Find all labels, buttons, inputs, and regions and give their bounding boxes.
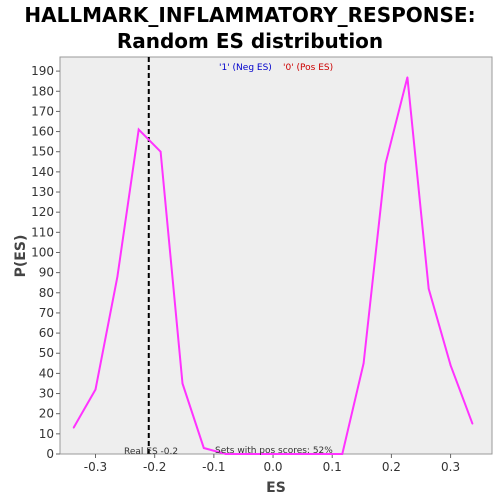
chart-title: HALLMARK_INFLAMMATORY_RESPONSE: Random E…	[0, 2, 500, 54]
x-tick-label: 0.2	[382, 460, 401, 474]
y-tick-label: 90	[39, 266, 54, 280]
series-point	[341, 453, 344, 455]
y-tick-label: 100	[31, 245, 54, 259]
series-point	[224, 453, 227, 455]
series-point	[319, 453, 322, 455]
y-tick-label: 190	[31, 64, 54, 78]
y-tick-label: 150	[31, 145, 54, 159]
legend-pos-es: '0' (Pos ES)	[283, 63, 333, 73]
series-point	[159, 150, 162, 153]
y-tick-label: 70	[39, 306, 54, 320]
x-tick-label: -0.3	[84, 460, 107, 474]
y-tick-label: 130	[31, 185, 54, 199]
series-point	[137, 128, 140, 131]
y-tick-label: 50	[39, 346, 54, 360]
series-point	[94, 388, 97, 391]
x-axis: -0.3 -0.2 -0.1 0.0 0.1 0.2 0.3	[84, 454, 460, 474]
series-point	[362, 362, 365, 365]
series-point	[471, 422, 474, 425]
chart-title-line1: HALLMARK_INFLAMMATORY_RESPONSE:	[24, 3, 476, 27]
y-tick-label: 10	[39, 427, 54, 441]
plot-area	[59, 56, 493, 455]
series-point	[384, 163, 387, 165]
x-tick-label: 0.3	[441, 460, 460, 474]
y-tick-label: 170	[31, 104, 54, 118]
y-axis: 0 10 20 30 40 50 60 70 80 90 100 110 120 130 140 150 160…	[31, 64, 60, 461]
pos-scores-label: Sets with pos scores: 52%	[215, 446, 333, 456]
y-tick-label: 30	[39, 387, 54, 401]
x-tick-label: 0.1	[323, 460, 342, 474]
series-point	[116, 275, 119, 278]
y-tick-label: 160	[31, 125, 54, 139]
y-tick-label: 60	[39, 326, 54, 340]
series-point	[181, 382, 184, 385]
series-point	[272, 453, 274, 455]
y-tick-label: 110	[31, 225, 54, 239]
chart-title-line2: Random ES distribution	[116, 29, 384, 53]
x-tick-label: -0.2	[143, 460, 166, 474]
series-points	[72, 76, 474, 455]
series-point	[406, 76, 409, 78]
y-tick-label: 0	[46, 447, 54, 461]
x-axis-title: ES	[266, 480, 286, 496]
x-tick-label: 0.0	[263, 460, 282, 474]
legend-neg-es: '1' (Neg ES)	[219, 63, 272, 73]
series-point	[427, 287, 430, 290]
y-tick-label: 80	[39, 286, 54, 300]
series-point	[449, 364, 452, 367]
series-point	[203, 447, 205, 449]
y-tick-label: 40	[39, 366, 54, 380]
y-tick-label: 120	[31, 205, 54, 219]
real-es-label: Real ES -0.2	[124, 447, 178, 457]
y-tick-label: 140	[31, 165, 54, 179]
series-point	[297, 453, 300, 455]
series-point	[246, 453, 249, 455]
series-point	[72, 427, 75, 429]
y-axis-title: P(ES)	[13, 235, 29, 278]
y-tick-label: 20	[39, 407, 54, 421]
x-tick-label: -0.1	[202, 460, 225, 474]
y-tick-label: 180	[31, 84, 54, 98]
